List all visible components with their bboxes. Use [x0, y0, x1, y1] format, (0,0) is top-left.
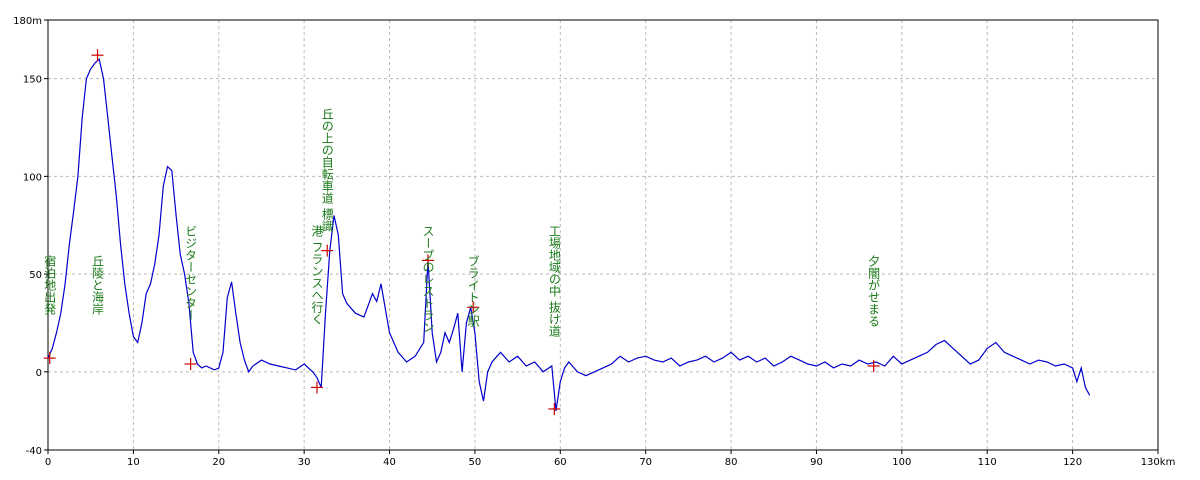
x-tick-label: 30: [298, 457, 311, 468]
annotation-label: 宿泊地出発: [43, 254, 57, 315]
y-tick-label: 150: [23, 75, 42, 86]
markers-layer: [43, 49, 880, 415]
route-marker: [467, 301, 480, 314]
y-tick-label: 50: [29, 270, 42, 281]
series-layer: [47, 57, 1091, 411]
annotation-label: ブライトン駅: [466, 254, 480, 328]
x-tick-label: 60: [554, 457, 567, 468]
annotation-label: 夕闇がせまる: [867, 255, 881, 327]
annotation-label: 工場地域の中 抜け道: [547, 225, 561, 337]
route-marker: [867, 359, 880, 372]
x-tick-label: 50: [469, 457, 482, 468]
x-tick-label: 10: [127, 457, 140, 468]
x-axis-ticks: 0 10 20 30 40 50 60 70 80 90 100 110 120 130km: [45, 450, 1176, 468]
x-tick-label: 110: [978, 457, 997, 468]
y-axis-ticks: -40 0 50 100 150 180m: [13, 16, 48, 457]
x-tick-label: 20: [212, 457, 225, 468]
route-marker: [91, 49, 104, 62]
x-tick-label: 90: [810, 457, 823, 468]
route-marker: [321, 244, 334, 257]
annotation-label: ビジターセンター: [184, 225, 198, 321]
y-tick-label: 180m: [13, 16, 42, 27]
route-marker: [310, 381, 323, 394]
route-marker: [184, 358, 197, 370]
annotation-label: 丘陵と海岸: [91, 255, 105, 315]
plot-frame: [47, 19, 1159, 451]
route-marker: [548, 402, 561, 415]
x-tick-label: 70: [639, 457, 652, 468]
x-tick-label: 130km: [1141, 457, 1176, 468]
route-marker: [43, 352, 56, 365]
x-tick-label: 40: [383, 457, 396, 468]
y-tick-label: -40: [26, 446, 42, 457]
x-tick-label: 120: [1063, 457, 1082, 468]
route-marker: [421, 254, 434, 267]
grid: [48, 20, 1158, 450]
x-tick-label: 0: [45, 457, 51, 468]
x-tick-label: 80: [725, 457, 738, 468]
annotation-label: 港 フランスへ行く: [310, 225, 324, 325]
annotation-label: スープのレストラン: [421, 225, 435, 333]
y-tick-label: 0: [36, 368, 42, 379]
y-tick-label: 100: [23, 172, 42, 183]
annotation-label: 丘の上の自転車道 標識: [320, 108, 334, 233]
x-tick-label: 100: [892, 457, 911, 468]
elevation-line: [47, 57, 1091, 411]
